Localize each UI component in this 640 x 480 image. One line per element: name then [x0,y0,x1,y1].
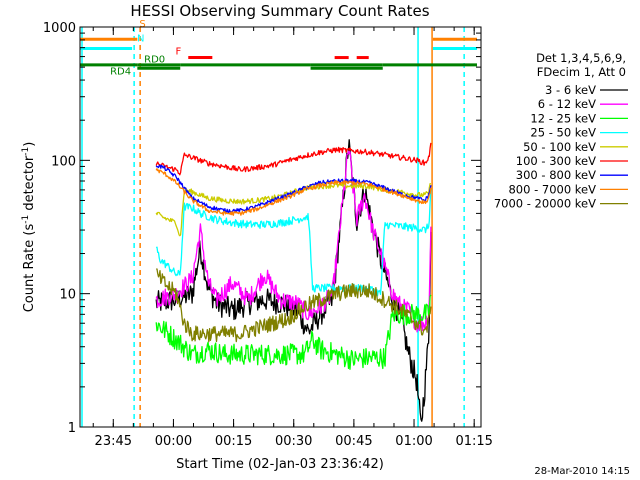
legend-label-6: 100 - 300 keV [516,154,596,168]
y-axis-label: Count Rate (s-1 detector-1) [21,142,37,313]
x-tick-label-2: 00:00 [155,434,192,449]
series-line-6 [155,142,432,176]
x-tick-label-6: 01:00 [395,434,432,449]
series-line-8 [155,168,432,216]
x-tick-label-3: 00:15 [215,434,252,449]
x-tick-label-4: 00:30 [275,434,312,449]
y-tick-label-4: 1000 [43,21,76,36]
x-axis: 23:45 00:00 00:15 00:30 00:45 01:00 01:15 [92,27,493,449]
legend-label-2: 6 - 12 keV [538,97,596,111]
series-line-4 [155,188,432,297]
y-tick-label-1: 1 [68,421,76,436]
series-line-9 [156,268,432,343]
series-line-2 [155,150,432,333]
legend-label-4: 25 - 50 keV [530,126,596,140]
legend-label-1: 3 - 6 keV [545,83,596,97]
y-tick-label-3: 100 [51,154,76,169]
legend-label-3: 12 - 25 keV [530,111,596,125]
status-label-s: S [139,19,145,30]
x-tick-label-7: 01:15 [455,434,492,449]
x-tick-label-5: 00:45 [335,434,372,449]
footer-date: 28-Mar-2010 14:15 [534,466,630,477]
y-axis: 1 10 100 1000 [43,21,481,436]
legend-header-line-1: Det 1,3,4,5,6,9, [536,51,626,65]
y-tick-label-2: 10 [59,288,76,303]
legend-label-7: 300 - 800 keV [516,168,596,182]
plot-frame [79,26,482,428]
legend-label-8: 800 - 7000 keV [508,182,596,196]
series-line-3 [155,294,432,370]
status-label-rd0: RD0 [144,55,165,66]
chart-title: HESSI Observing Summary Count Rates [130,2,429,20]
status-label-f: F [175,47,181,58]
legend: Det 1,3,4,5,6,9, FDecim 1, Att 0 3 - 6 k… [494,51,628,211]
legend-label-5: 50 - 100 keV [523,140,596,154]
status-label-n: N [137,33,144,44]
plot-area: SN F RD0 RD4 [80,19,477,427]
x-axis-label: Start Time (02-Jan-03 23:36:42) [176,457,384,472]
legend-label-9: 7000 - 20000 keV [494,197,596,211]
status-label-rd4: RD4 [110,67,131,78]
legend-header-line-2: FDecim 1, Att 0 [537,65,626,79]
x-tick-label-1: 23:45 [95,434,132,449]
